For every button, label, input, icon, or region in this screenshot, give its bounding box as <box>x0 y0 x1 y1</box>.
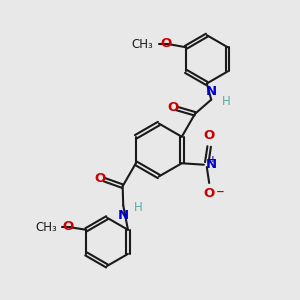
Text: O: O <box>94 172 106 185</box>
Text: N: N <box>118 209 129 222</box>
Text: CH₃: CH₃ <box>35 221 57 234</box>
Text: O: O <box>203 187 215 200</box>
Text: O: O <box>160 37 172 50</box>
Text: +: + <box>209 155 217 164</box>
Text: O: O <box>168 101 179 114</box>
Text: O: O <box>203 129 215 142</box>
Text: H: H <box>134 201 142 214</box>
Text: N: N <box>206 158 217 171</box>
Text: N: N <box>206 85 217 98</box>
Text: −: − <box>216 187 224 197</box>
Text: CH₃: CH₃ <box>132 38 154 51</box>
Text: H: H <box>221 94 230 108</box>
Text: O: O <box>62 220 74 233</box>
